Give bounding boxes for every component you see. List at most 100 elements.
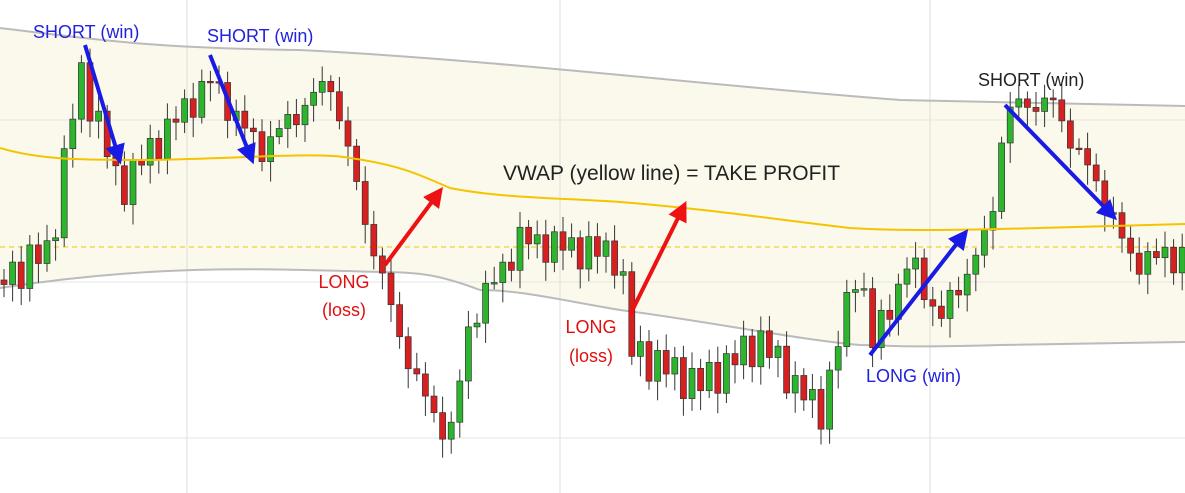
candle-body <box>826 369 833 430</box>
candle-body <box>869 288 876 348</box>
annotation: VWAP (yellow line) = TAKE PROFIT <box>503 162 840 185</box>
vwap-line <box>0 147 1185 231</box>
candle-body <box>1024 98 1031 108</box>
candle-body <box>0 279 8 285</box>
candle-body <box>525 226 532 245</box>
candle-body <box>146 138 154 166</box>
candle-body <box>963 273 971 296</box>
candle-body <box>361 181 369 225</box>
candle-body <box>568 237 575 251</box>
candle-body <box>886 309 894 320</box>
candle-body <box>52 237 59 242</box>
candle-body <box>310 91 317 106</box>
candle-body <box>559 231 567 251</box>
candle-body <box>17 261 25 289</box>
candle-body <box>447 421 455 440</box>
candle-body <box>1092 164 1100 182</box>
candle-body <box>198 81 206 118</box>
candle-body <box>783 345 790 394</box>
candle-body <box>1067 120 1074 149</box>
candle-body <box>9 261 16 285</box>
candle-body <box>766 330 773 358</box>
candle-body <box>671 357 679 375</box>
candle-body <box>705 362 713 392</box>
candle-body <box>1049 97 1057 101</box>
candle-body <box>955 289 962 296</box>
candle-body <box>748 335 756 368</box>
candle-body <box>619 271 627 276</box>
candle-body <box>938 305 945 319</box>
candle-body <box>740 335 747 366</box>
candle-body <box>551 231 558 263</box>
candle-body <box>662 350 670 375</box>
candle-body <box>172 118 180 123</box>
candle-body <box>585 236 593 270</box>
candle-body <box>129 159 137 205</box>
arrow <box>208 54 256 165</box>
candle-body <box>731 353 739 366</box>
arrow <box>83 44 125 165</box>
candle-body <box>78 62 85 120</box>
candle-body <box>189 98 197 118</box>
candle-body <box>757 330 765 368</box>
candle-body <box>456 380 464 423</box>
candle-body <box>516 226 524 271</box>
candle-body <box>791 375 799 394</box>
candle-body <box>637 341 644 357</box>
candle-body <box>1110 212 1117 215</box>
candle-body <box>860 288 868 291</box>
candle-body <box>972 254 980 275</box>
candle-body <box>327 81 335 93</box>
candle-body <box>250 127 257 133</box>
arrow <box>628 201 687 316</box>
candle-body <box>318 81 326 93</box>
annotation: LONG (win) <box>866 366 961 386</box>
candle-body <box>1144 251 1152 275</box>
candle-body <box>155 138 163 160</box>
candle-body <box>946 289 954 319</box>
candle-body <box>293 114 300 126</box>
candle-body <box>903 268 911 285</box>
candle-body <box>69 118 77 150</box>
candle-body <box>301 104 309 126</box>
candle-body <box>121 165 128 205</box>
candle-body <box>1041 97 1048 112</box>
annotation: SHORT (win) <box>978 70 1084 90</box>
annotation: LONG <box>318 272 369 292</box>
candle-body <box>207 81 214 84</box>
candle-body <box>645 341 653 382</box>
candle-body <box>35 244 42 264</box>
candle-body <box>809 389 816 401</box>
candle-body <box>164 118 171 160</box>
candle-body <box>602 240 610 257</box>
candle-body <box>439 412 446 440</box>
candle-body <box>1127 237 1134 254</box>
candle-body <box>1153 251 1160 259</box>
candle-body <box>267 136 274 162</box>
candle-body <box>473 322 481 328</box>
candle-body <box>654 350 661 382</box>
candle-body <box>723 353 730 394</box>
candle-body <box>852 289 859 293</box>
candle-body <box>336 91 343 122</box>
candle-body <box>594 236 601 257</box>
candle-body <box>241 110 249 129</box>
candle-body <box>482 282 489 324</box>
candle-body <box>843 292 851 347</box>
candle-body <box>60 148 68 239</box>
candle-body <box>929 299 937 307</box>
arrows <box>83 44 1117 357</box>
annotation: SHORT (win) <box>207 26 313 46</box>
upper-band <box>0 27 1185 107</box>
candle-body <box>912 257 919 270</box>
annotation: LONG <box>565 317 616 337</box>
candle-body <box>680 357 687 399</box>
candle-body <box>989 211 997 231</box>
candle-body <box>344 120 352 147</box>
candle-body <box>576 237 584 270</box>
candle-body <box>1161 246 1169 259</box>
lower-band <box>0 268 1185 348</box>
candle-body <box>1135 252 1143 275</box>
candle-body <box>1170 246 1177 274</box>
